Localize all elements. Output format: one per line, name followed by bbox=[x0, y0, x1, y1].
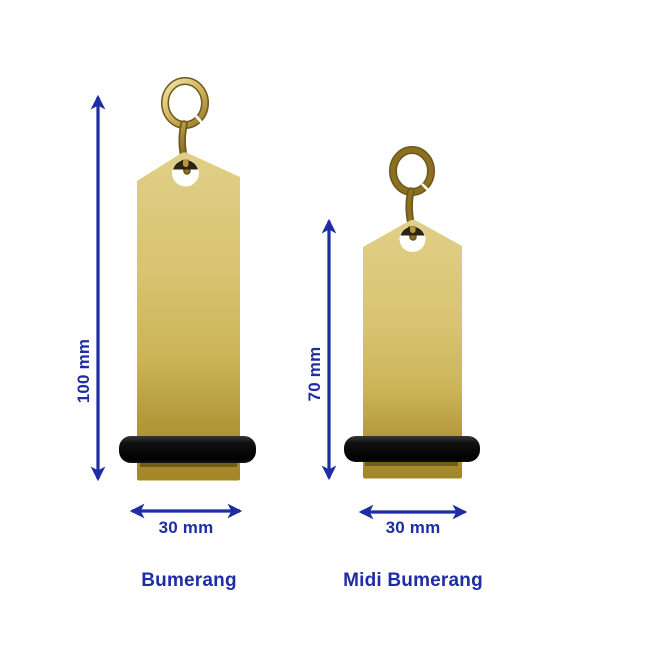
bumerang-height-label: 100 mm bbox=[74, 338, 93, 404]
bumerang-product-name: Bumerang bbox=[141, 570, 237, 591]
midi-bumerang-plate bbox=[363, 219, 462, 479]
bumerang-tag-image bbox=[119, 77, 256, 481]
midi-bumerang-height-label: 70 mm bbox=[305, 346, 324, 402]
bumerang-rubber-band bbox=[119, 436, 256, 463]
midi-bumerang-tag-image bbox=[344, 146, 480, 479]
bumerang-width-label: 30 mm bbox=[158, 518, 214, 537]
bumerang-plate bbox=[137, 152, 240, 481]
midi-bumerang-rubber-band bbox=[344, 436, 480, 462]
midi-bumerang-width-label: 30 mm bbox=[385, 518, 441, 537]
midi-bumerang-product-name: Midi Bumerang bbox=[343, 570, 483, 591]
